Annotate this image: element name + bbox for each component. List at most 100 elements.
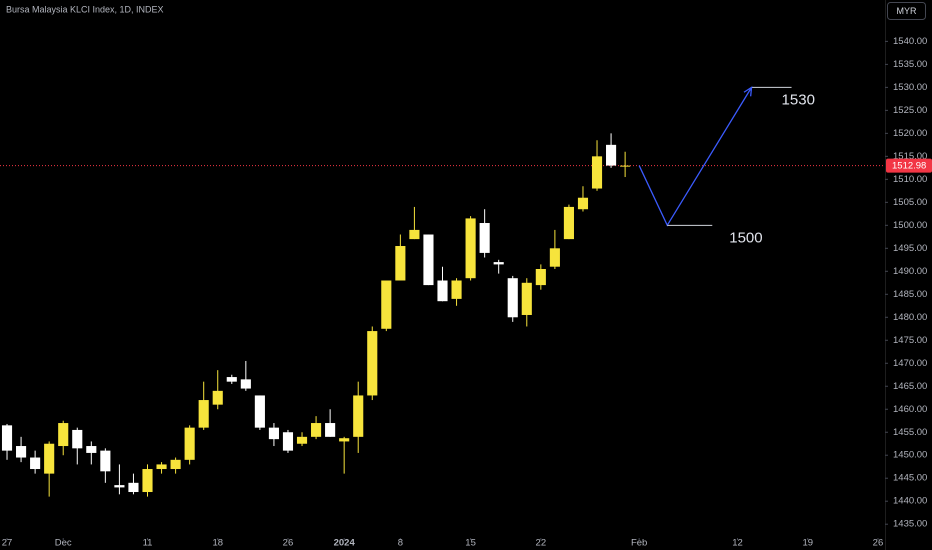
candle-body — [451, 280, 462, 299]
y-tick-label: 1500.00 — [893, 220, 927, 231]
candle-body — [44, 443, 55, 474]
candle-body — [423, 234, 434, 286]
y-tick-label: 1480.00 — [893, 312, 927, 323]
chart-title: Bursa Malaysia KLCI Index, 1D, INDEX — [6, 4, 164, 14]
candle — [620, 151, 631, 178]
candle-body — [535, 269, 546, 286]
y-tick-label: 1495.00 — [893, 243, 927, 254]
candle — [212, 370, 223, 410]
candle-body — [100, 450, 111, 472]
candle-body — [367, 331, 378, 396]
candle — [44, 441, 55, 497]
candle-body — [184, 427, 195, 460]
candle — [30, 450, 41, 474]
candle — [409, 206, 420, 240]
candle — [16, 436, 27, 463]
x-tick-label: 26 — [873, 538, 884, 549]
candle — [535, 264, 546, 290]
candle — [577, 186, 589, 212]
y-tick-label: 1535.00 — [893, 59, 927, 70]
candle-body — [325, 423, 336, 437]
y-tick-label: 1455.00 — [893, 427, 927, 438]
candle — [198, 381, 209, 430]
candle — [549, 229, 560, 269]
candle-body — [521, 282, 532, 315]
x-tick-label: 18 — [212, 538, 223, 549]
y-tick-label: 1450.00 — [893, 450, 927, 461]
y-tick-label: 1525.00 — [893, 105, 927, 116]
candle-body — [507, 278, 518, 318]
y-tick-label: 1465.00 — [893, 381, 927, 392]
x-tick-label: Dec — [55, 538, 72, 549]
candle — [451, 278, 462, 306]
candle-body — [240, 379, 251, 389]
candle-body — [198, 400, 209, 428]
candle — [395, 234, 406, 281]
candle — [170, 457, 181, 474]
candle — [58, 420, 69, 456]
candle — [353, 381, 364, 453]
candle-body — [72, 429, 83, 449]
candle-body — [1, 425, 13, 451]
candle-body — [58, 423, 69, 447]
candle — [128, 473, 139, 495]
candle — [465, 216, 476, 281]
candle — [521, 278, 532, 327]
candle-body — [465, 218, 476, 279]
y-tick-label: 1515.00 — [893, 151, 927, 162]
candle — [591, 140, 603, 191]
candle-body — [311, 423, 322, 437]
candle-body — [606, 144, 617, 166]
candle-body — [479, 223, 490, 253]
candle-body — [409, 229, 420, 240]
y-tick-label: 1470.00 — [893, 358, 927, 369]
candle — [423, 234, 434, 286]
x-tick-label: 8 — [398, 538, 403, 549]
annotation: 1530 — [782, 91, 815, 108]
candle-body — [296, 436, 308, 444]
candle — [100, 448, 111, 483]
x-tick-label: 11 — [143, 538, 153, 549]
candle — [142, 464, 153, 497]
candle — [240, 360, 251, 391]
candle-body — [381, 280, 392, 329]
currency-label[interactable]: MYR — [897, 6, 918, 16]
y-tick-label: 1435.00 — [893, 519, 927, 530]
x-tick-label: 12 — [732, 538, 743, 549]
y-tick-label: 1460.00 — [893, 404, 927, 415]
x-tick-label: 26 — [283, 538, 294, 549]
candle-body — [142, 469, 153, 493]
x-tick-label: 2024 — [334, 538, 356, 549]
x-tick-label: 19 — [802, 538, 813, 549]
annotation: 1500 — [729, 229, 762, 246]
candle — [296, 432, 308, 447]
candle — [367, 326, 378, 401]
candle — [86, 441, 97, 465]
y-tick-label: 1440.00 — [893, 496, 927, 507]
candle-body — [353, 395, 364, 437]
x-tick-label: 15 — [465, 538, 476, 549]
candle — [606, 133, 617, 168]
candle — [1, 423, 13, 460]
candle-body — [282, 432, 294, 451]
candle-body — [86, 446, 97, 453]
candle — [381, 280, 392, 332]
candle-body — [395, 246, 406, 281]
last-price-label: 1512.98 — [892, 161, 926, 172]
y-tick-label: 1505.00 — [893, 197, 927, 208]
currency-box[interactable] — [887, 2, 926, 20]
y-tick-label: 1540.00 — [893, 36, 927, 47]
arrow-head — [743, 86, 753, 97]
candle-body — [212, 390, 223, 405]
candle-body — [577, 197, 589, 210]
candle-body — [254, 395, 265, 428]
y-tick-label: 1490.00 — [893, 266, 927, 277]
y-tick-label: 1475.00 — [893, 335, 927, 346]
candle-body — [114, 485, 125, 488]
candle-body — [620, 165, 631, 167]
y-tick-label: 1520.00 — [893, 128, 927, 139]
y-tick-label: 1510.00 — [893, 174, 927, 185]
candle — [339, 436, 350, 474]
